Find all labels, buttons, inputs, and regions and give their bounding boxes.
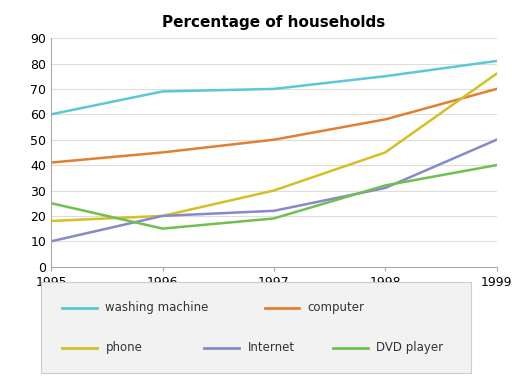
Text: washing machine: washing machine: [105, 301, 209, 314]
Title: Percentage of households: Percentage of households: [162, 15, 386, 30]
Text: Internet: Internet: [247, 341, 294, 354]
Text: phone: phone: [105, 341, 142, 354]
Text: computer: computer: [308, 301, 365, 314]
Text: DVD player: DVD player: [376, 341, 443, 354]
